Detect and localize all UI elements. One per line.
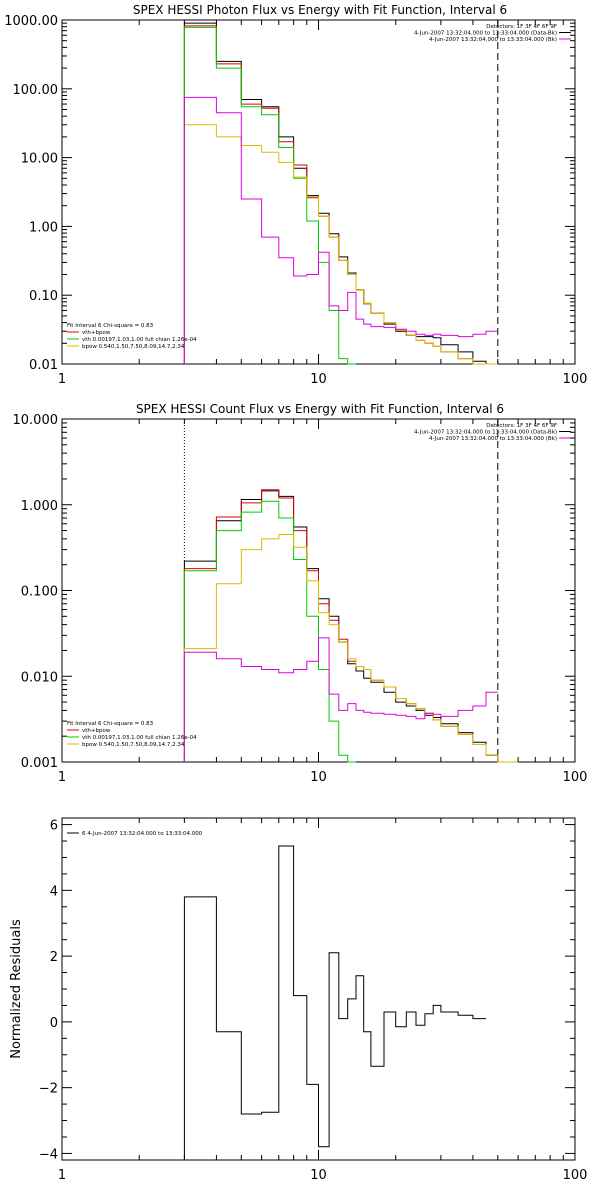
count-flux-series xyxy=(183,489,519,763)
header-line: Detectors: 1F 3F 4F 6F 9F xyxy=(486,423,557,429)
count-flux-header: Detectors: 1F 3F 4F 6F 9F4-Jun-2007 13:3… xyxy=(414,423,571,442)
y-tick-label: −4 xyxy=(39,1147,58,1162)
y-tick-label: 0.01 xyxy=(29,358,58,373)
y-tick-label: 0.100 xyxy=(21,585,58,600)
legend-entry: 6 4-Jun-2007 13:32:04.000 to 13:33:04.00… xyxy=(82,831,203,837)
y-tick-label: 0.001 xyxy=(21,756,58,771)
y-tick-label: 1000.00 xyxy=(4,14,58,29)
header-line: Detectors: 1F 3F 4F 6F 9F xyxy=(486,24,557,30)
x-tick-label: 10 xyxy=(310,770,327,785)
series-total-line xyxy=(183,25,498,365)
y-tick-label: 2 xyxy=(50,950,58,965)
photon-flux-legend: Fit Interval 6 Chi-square = 0.83vth+bpow… xyxy=(67,323,197,350)
legend-entry: vth+bpow xyxy=(82,330,111,336)
residuals-axes: 1 10 100 −4 −2 0 2 4 6 xyxy=(39,818,588,1183)
series-data-line xyxy=(183,22,498,365)
series-background-line xyxy=(183,637,498,762)
x-tick-label: 100 xyxy=(563,372,588,387)
legend-entry: bpow 0.540,1.50,7.50,8.09,14.7,2.34 xyxy=(82,344,185,350)
series-data-line xyxy=(183,845,486,1160)
residuals-panel: Normalized Residuals 1 10 100 −4 −2 0 2 4 6 6 4-… xyxy=(9,817,588,1183)
x-tick-label: 10 xyxy=(310,372,327,387)
photon-flux-series xyxy=(183,22,498,365)
y-tick-label: 10.00 xyxy=(21,152,58,167)
legend-entry: bpow 0.540,1.50,7.50,8.09,14.7,2.34 xyxy=(82,742,185,748)
x-tick-label: 10 xyxy=(310,1168,327,1183)
header-line: 4-Jun-2007 13:32:04.000 to 13:33:04.000 … xyxy=(414,430,557,436)
residuals-legend: 6 4-Jun-2007 13:32:04.000 to 13:33:04.00… xyxy=(67,831,203,837)
legend-entry: Fit Interval 6 Chi-square = 0.83 xyxy=(67,323,154,329)
series-background-line xyxy=(183,96,498,364)
x-tick-label: 1 xyxy=(58,372,66,387)
x-tick-label: 1 xyxy=(58,1168,66,1183)
header-line: 4-Jun-2007 13:32:04.000 to 13:33:04.000 … xyxy=(429,37,557,43)
count-flux-legend: Fit Interval 6 Chi-square = 0.83vth+bpow… xyxy=(67,721,197,748)
y-tick-label: 0.010 xyxy=(21,670,58,685)
x-tick-label: 1 xyxy=(58,770,66,785)
y-tick-label: 1.000 xyxy=(21,499,58,514)
y-tick-label: 100.00 xyxy=(13,83,59,98)
photon-flux-panel: SPEX HESSI Photon Flux vs Energy with Fi… xyxy=(4,3,587,387)
x-tick-label: 100 xyxy=(563,770,588,785)
series-vth-line xyxy=(183,26,356,365)
photon-flux-header: Detectors: 1F 3F 4F 6F 9F4-Jun-2007 13:3… xyxy=(414,24,571,43)
legend-entry: Fit Interval 6 Chi-square = 0.83 xyxy=(67,721,154,727)
series-data-line xyxy=(183,490,498,762)
y-tick-label: 0 xyxy=(50,1016,58,1031)
series-bpow-line xyxy=(183,124,498,365)
legend-entry: vth 0.00197,1.03,1.00 full chian 1.26e-0… xyxy=(82,735,197,741)
count-flux-title: SPEX HESSI Count Flux vs Energy with Fit… xyxy=(136,402,504,416)
y-tick-label: 1.00 xyxy=(29,220,58,235)
header-line: 4-Jun-2007 13:32:04.000 to 13:33:04.000 … xyxy=(414,31,557,37)
y-tick-label: 0.10 xyxy=(29,289,58,304)
y-tick-label: 4 xyxy=(50,884,58,899)
y-tick-label: 10.000 xyxy=(13,413,59,428)
series-vth-line xyxy=(183,500,356,763)
photon-flux-title: SPEX HESSI Photon Flux vs Energy with Fi… xyxy=(133,3,507,17)
y-tick-label: 6 xyxy=(50,819,58,834)
header-line: 4-Jun-2007 13:32:04.000 to 13:33:04.000 … xyxy=(429,436,557,442)
legend-entry: vth 0.00197,1.03,1.00 full chian 1.26e-0… xyxy=(82,337,197,343)
count-flux-panel: SPEX HESSI Count Flux vs Energy with Fit… xyxy=(13,402,588,785)
x-tick-label: 100 xyxy=(563,1168,588,1183)
residuals-ylabel: Normalized Residuals xyxy=(9,919,24,1059)
series-bpow-line xyxy=(183,534,519,763)
residuals-series xyxy=(183,845,486,1160)
y-tick-label: −2 xyxy=(39,1082,58,1097)
legend-entry: vth+bpow xyxy=(82,728,111,734)
